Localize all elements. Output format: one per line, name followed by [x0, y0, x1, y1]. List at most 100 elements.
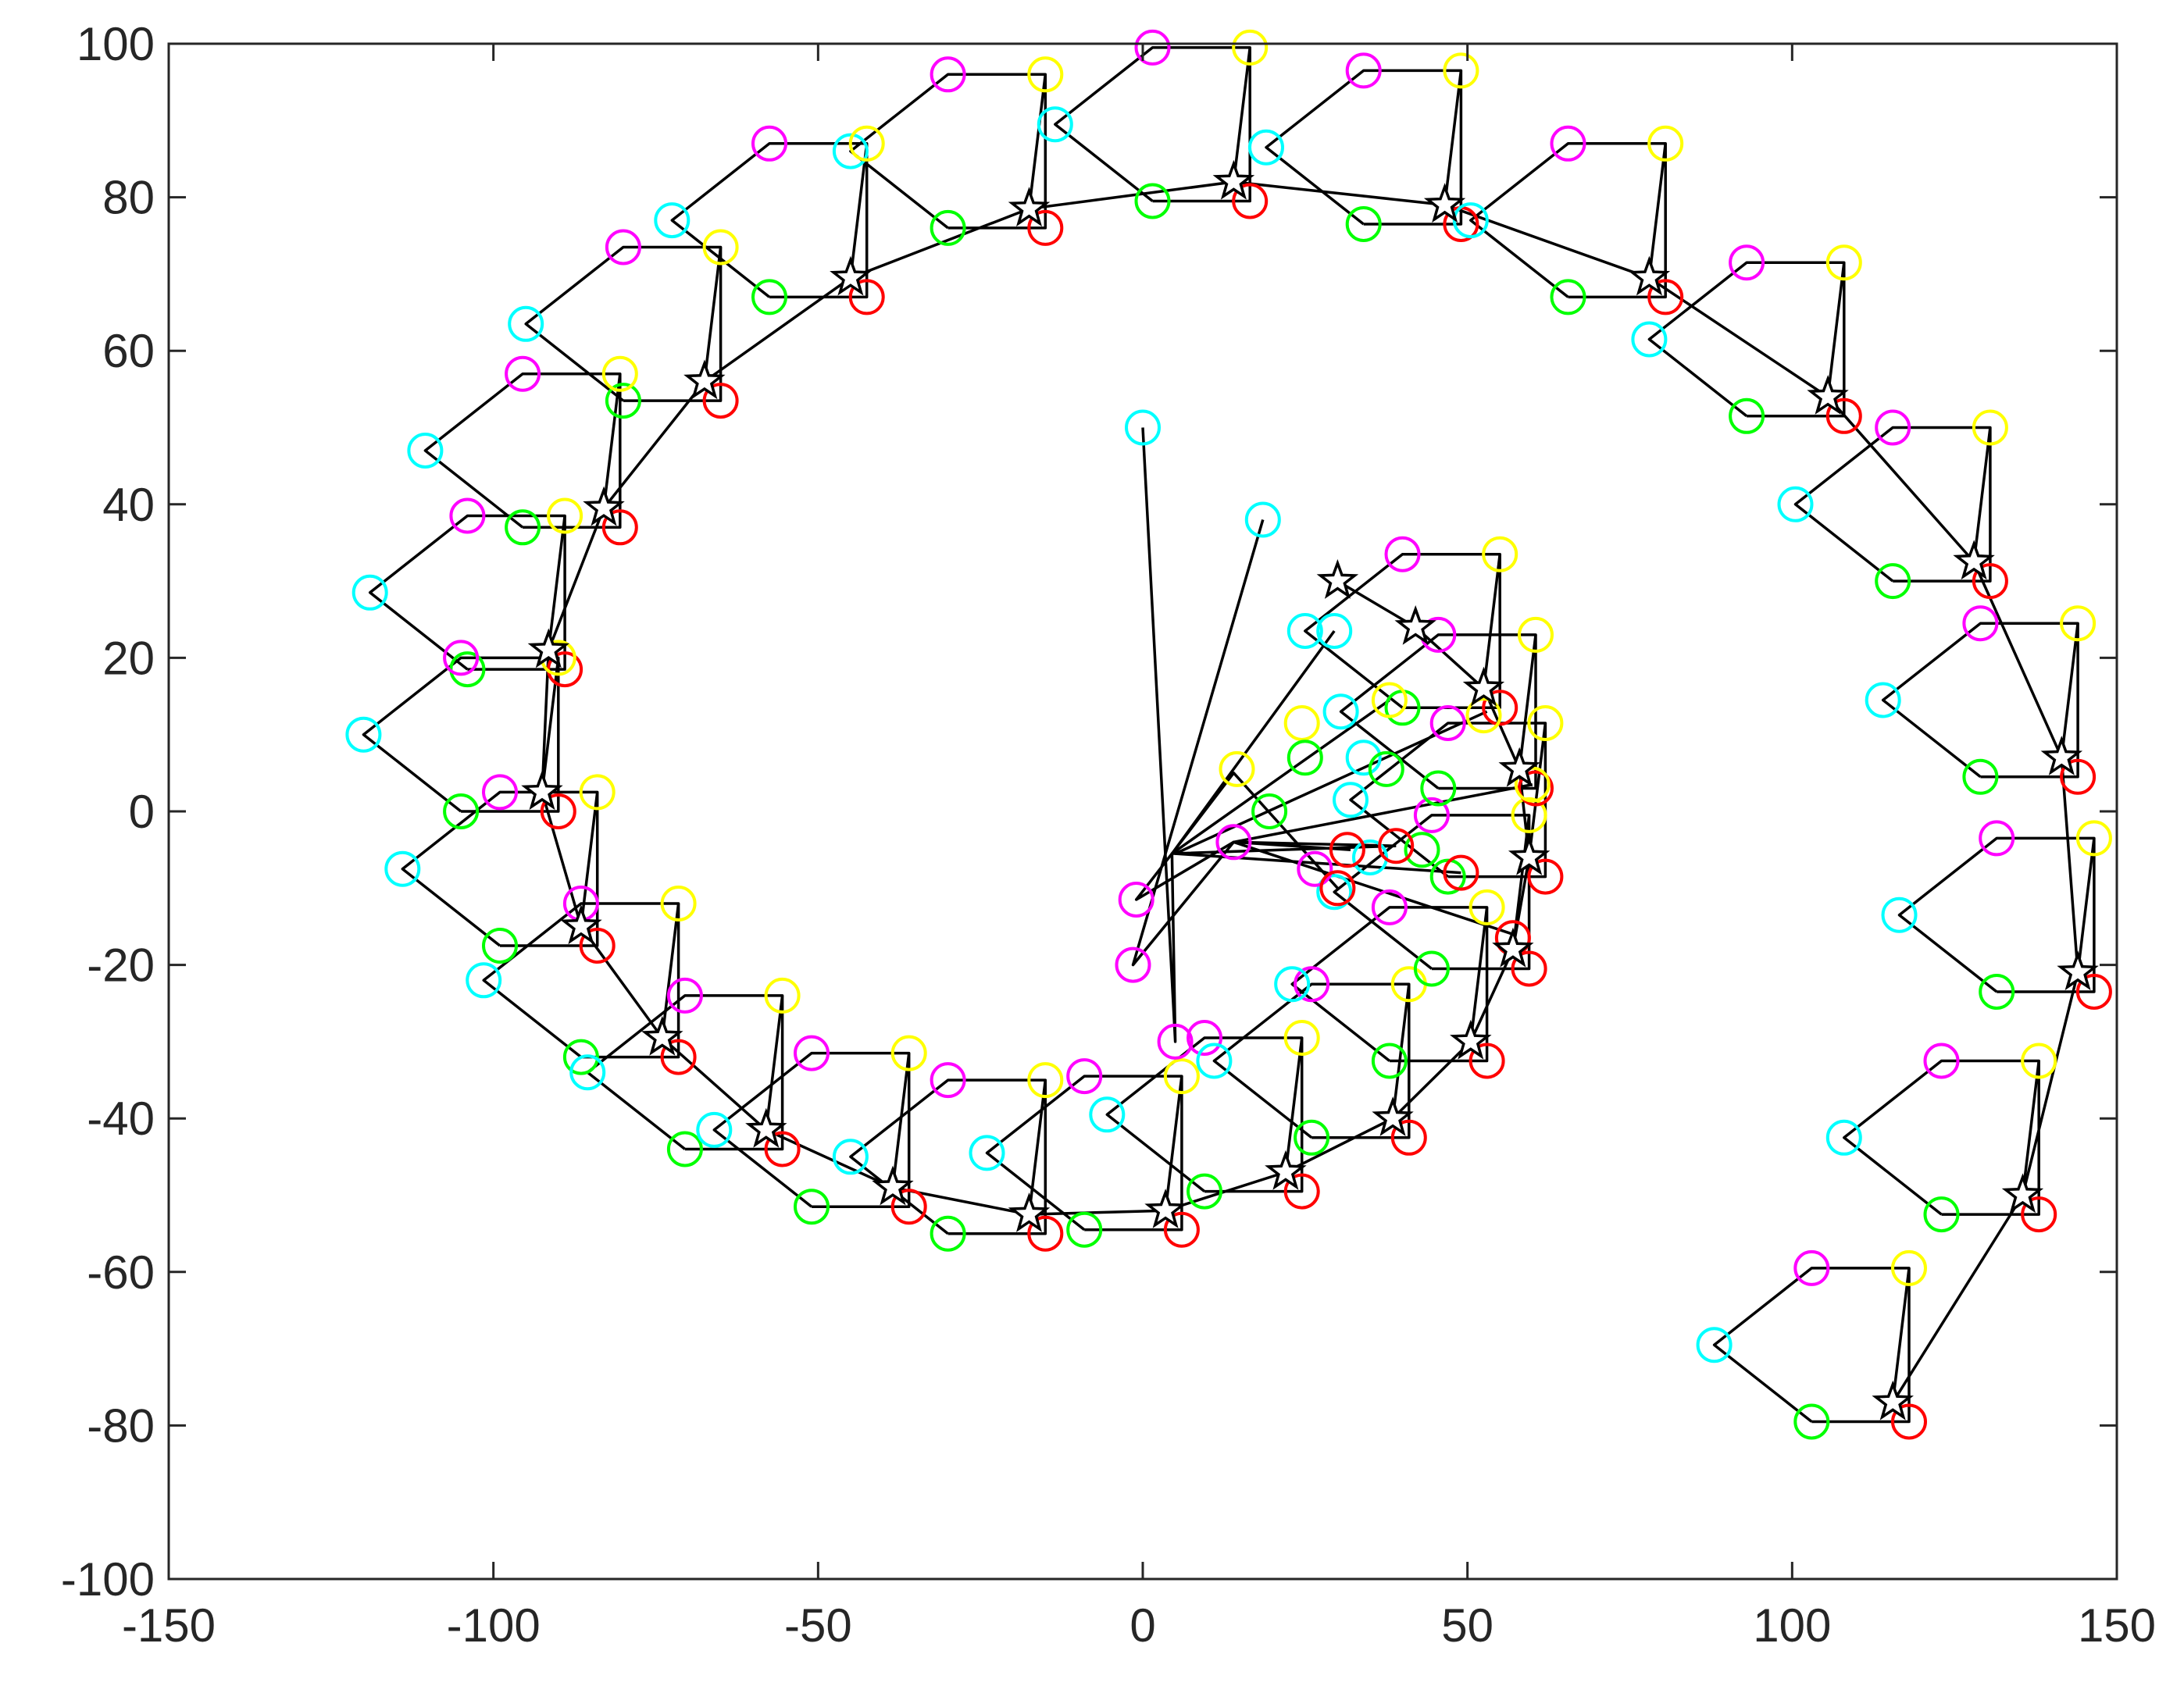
y-tick-label: -100: [61, 1553, 155, 1606]
leader-spoke-4: [602, 373, 622, 508]
y-tick-label: 40: [102, 479, 155, 531]
leader-spoke-2: [849, 143, 869, 279]
robot-yellow-marker: [1468, 889, 1505, 925]
leader-spoke-27: [1891, 1267, 1911, 1403]
robot-cyan-marker: [969, 1135, 1005, 1171]
robot-magenta-marker: [1429, 705, 1466, 741]
leader-spoke-6: [541, 658, 560, 793]
leader-star: [560, 904, 602, 945]
robot-magenta-marker: [930, 1062, 966, 1099]
leader-star: [1872, 1380, 1914, 1420]
leader-star: [1628, 255, 1671, 296]
robot-red-marker: [2060, 758, 2097, 795]
robot-cyan-marker: [832, 133, 869, 169]
robot-green-marker: [666, 1131, 703, 1167]
leader-star: [1316, 559, 1359, 599]
leader-star: [1953, 540, 1995, 580]
x-tick-label: 0: [1129, 1599, 1155, 1652]
x-tick-label: -150: [122, 1599, 216, 1652]
robot-magenta-marker: [751, 125, 787, 162]
robot-green-marker: [1875, 563, 1911, 600]
x-tick-label: 50: [1441, 1599, 1493, 1652]
robot-cyan-marker: [1316, 874, 1353, 911]
robot-red-marker: [1232, 183, 1269, 219]
convergence-path-2: [1170, 629, 1339, 889]
leader-star: [583, 486, 625, 526]
initial-green-marker: [1286, 740, 1323, 776]
robot-green-marker: [1962, 758, 1999, 795]
leader-spoke-25: [2076, 838, 2096, 973]
y-tick-label: 100: [77, 18, 155, 70]
robot-green-marker: [751, 279, 787, 315]
initial-cyan-marker: [1345, 740, 1382, 776]
robot-magenta-marker: [505, 355, 541, 392]
y-tick-label: -20: [87, 939, 155, 992]
robot-yellow-marker: [1527, 705, 1564, 741]
robot-cyan-marker: [1631, 321, 1668, 358]
y-tick-label: 60: [102, 325, 155, 377]
leader-spoke-24: [2060, 622, 2079, 758]
robot-yellow-marker: [1482, 536, 1518, 572]
leader-star: [1450, 1019, 1492, 1060]
robot-cyan-marker: [1333, 782, 1369, 818]
robot-magenta-marker: [1550, 125, 1586, 162]
convergence-path-3: [1170, 699, 1397, 855]
robot-cyan-marker: [1825, 1119, 1862, 1156]
initial-magenta-marker: [1157, 1023, 1194, 1060]
y-tick-label: -80: [87, 1399, 155, 1452]
robot-yellow-marker: [702, 229, 739, 266]
leader-star: [521, 770, 563, 811]
robot-green-marker: [930, 1215, 966, 1252]
robot-cyan-marker: [352, 574, 388, 611]
robot-green-marker: [930, 209, 966, 246]
leader-spoke-15: [1469, 907, 1489, 1043]
leader-star: [527, 628, 570, 668]
robot-green-marker: [482, 928, 518, 964]
robot-red-marker: [660, 1039, 697, 1075]
robot-cyan-marker: [832, 1139, 869, 1175]
robot-red-marker: [1468, 1043, 1505, 1079]
y-tick-label: 20: [102, 632, 155, 684]
robot-red-marker: [2021, 1196, 2057, 1233]
tick-layer: -150 -100 -50 0 50 100 150-100-80-60-40-200204…: [61, 18, 2156, 1652]
leader-star: [1372, 1096, 1414, 1136]
robot-circle-layer: [345, 29, 2112, 1440]
robot-cyan-marker: [1037, 106, 1073, 143]
robot-yellow-marker: [764, 977, 801, 1014]
robot-magenta-marker: [1413, 797, 1450, 833]
leader-spoke-8: [661, 903, 680, 1039]
leader-spoke-9: [765, 995, 784, 1131]
robot-red-marker: [1027, 1215, 1064, 1252]
robot-yellow-marker: [2075, 820, 2112, 857]
robot-green-marker: [1413, 950, 1450, 987]
initial-magenta-marker: [1115, 946, 1151, 983]
leader-spoke-1: [1027, 74, 1047, 209]
robot-green-marker: [1134, 183, 1171, 219]
leader-star: [1498, 747, 1540, 787]
robot-green-marker: [1294, 1119, 1330, 1156]
x-tick-label: -50: [784, 1599, 852, 1652]
leader-spoke-22: [1826, 262, 1846, 397]
robot-magenta-marker: [1345, 52, 1382, 89]
robot-magenta-marker: [1066, 1058, 1103, 1095]
robot-magenta-marker: [605, 229, 641, 266]
robot-magenta-marker: [930, 56, 966, 93]
leader-spoke-11: [1027, 1079, 1047, 1215]
leader-star: [641, 1015, 683, 1056]
robot-red-marker: [1527, 858, 1564, 895]
robot-yellow-marker: [1825, 244, 1862, 281]
initial-red-marker: [1329, 832, 1365, 868]
robot-cyan-marker: [1248, 129, 1284, 166]
y-tick-label: -60: [87, 1246, 155, 1299]
robot-cyan-marker: [1089, 1096, 1126, 1133]
leader-spoke-20: [1443, 70, 1463, 205]
robot-cyan-marker: [1196, 1043, 1233, 1079]
leader-spoke-10: [891, 1053, 911, 1188]
robot-magenta-marker: [1294, 966, 1330, 1003]
leader-spoke-26: [2021, 1060, 2040, 1196]
x-tick-label: 100: [1753, 1599, 1831, 1652]
robot-yellow-marker: [1511, 797, 1547, 833]
robot-magenta-marker: [1923, 1043, 1960, 1079]
robot-magenta-marker: [1729, 244, 1765, 281]
robot-red-marker: [848, 279, 885, 315]
